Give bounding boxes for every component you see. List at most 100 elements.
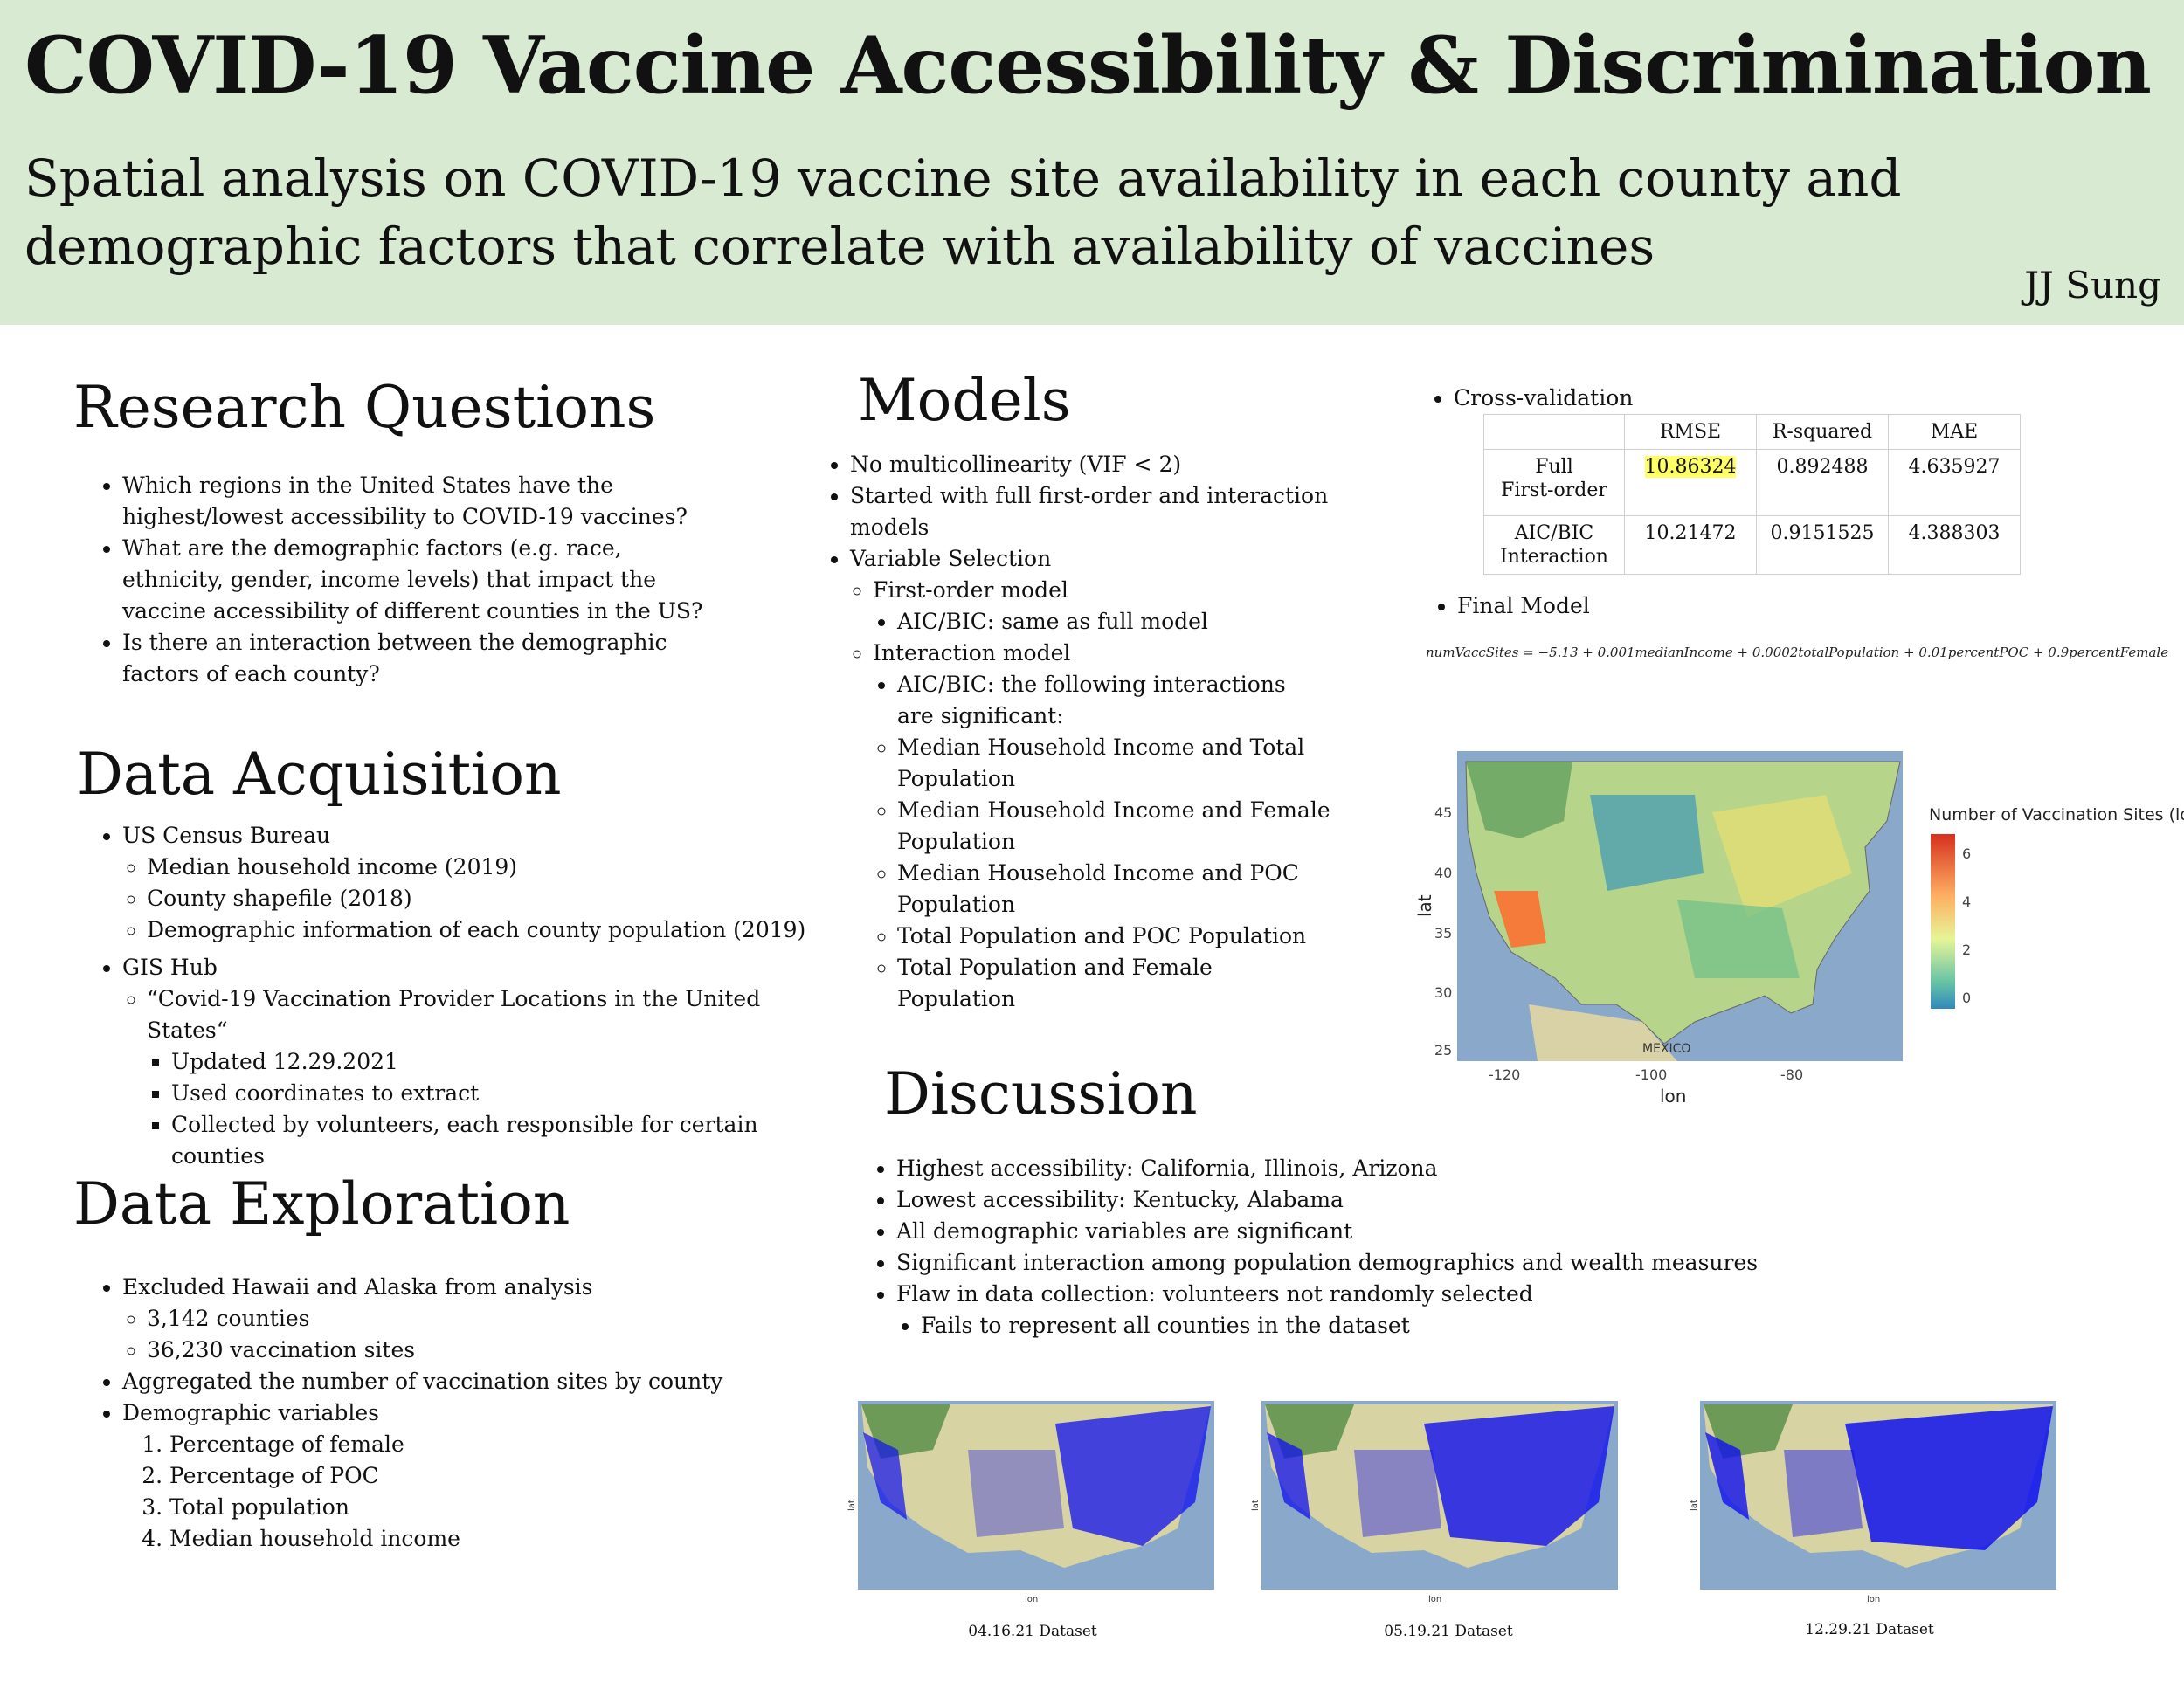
dot-map-1229: lat lon: [1688, 1397, 2065, 1607]
poster-title: COVID-19 Vaccine Accessibility & Discrim…: [24, 19, 2152, 112]
map-caption: 12.29.21 Dataset: [1805, 1621, 1934, 1638]
table-header-cell: RMSE: [1624, 414, 1757, 450]
list-item: Percentage of female: [169, 1429, 797, 1460]
list-item: GIS Hub: [122, 952, 814, 983]
research-questions-title: Research Questions: [73, 374, 656, 441]
model-name: Interaction: [1500, 546, 1608, 568]
data-acquisition-title: Data Acquisition: [77, 741, 562, 808]
dot-map-svg: lat lon: [1251, 1401, 1618, 1604]
list-item: Used coordinates to extract: [171, 1078, 814, 1109]
list-item: Cross-validation: [1454, 383, 1866, 414]
list-item: Median Household Income and POC Populati…: [897, 858, 1334, 921]
list-item: Highest accessibility: California, Illin…: [896, 1153, 1833, 1184]
map-caption: 04.16.21 Dataset: [968, 1623, 1097, 1640]
map-label: MEXICO: [1642, 1042, 1690, 1056]
author-name: JJ Sung: [2024, 264, 2161, 307]
mexico-land: [1529, 1004, 1677, 1061]
data-exploration-list: Excluded Hawaii and Alaska from analysis…: [98, 1272, 797, 1555]
list-item: Excluded Hawaii and Alaska from analysis: [122, 1272, 797, 1303]
models-title: Models: [858, 367, 1071, 434]
y-tick-label: 30: [1434, 984, 1452, 1001]
list-item: Interaction model: [873, 638, 1385, 669]
table-row: Full First-order 10.86324 0.892488 4.635…: [1483, 449, 2021, 516]
y-axis-label: lat: [1690, 1500, 1699, 1511]
y-tick-label: 35: [1434, 925, 1452, 942]
y-tick-label: 40: [1434, 865, 1452, 881]
final-model-equation: numVaccSites = −5.13 + 0.001medianIncome…: [1426, 645, 2169, 660]
list-item: Collected by volunteers, each responsibl…: [171, 1109, 814, 1172]
vaccination-sites-central: [1354, 1450, 1441, 1537]
list-item: Is there an interaction between the demo…: [122, 627, 709, 690]
research-questions-list: Which regions in the United States have …: [98, 470, 709, 690]
table-cell: 4.388303: [1888, 515, 2021, 575]
table-cell: Full First-order: [1483, 449, 1625, 516]
poster-header: COVID-19 Vaccine Accessibility & Discrim…: [0, 0, 2184, 325]
list-item: Demographic information of each county p…: [147, 914, 814, 946]
vaccination-sites-dense: [1424, 1406, 1614, 1546]
list-item: US Census Bureau: [122, 820, 814, 852]
map-region: [1494, 891, 1546, 948]
list-item: Updated 12.29.2021: [171, 1046, 814, 1078]
models-list: No multicollinearity (VIF < 2) Started w…: [826, 449, 1385, 1015]
list-item: County shapefile (2018): [147, 883, 814, 914]
list-item: Total Population and Female Population: [897, 952, 1334, 1015]
vaccination-sites-dense: [1055, 1406, 1211, 1546]
list-item: Flaw in data collection: volunteers not …: [896, 1279, 1833, 1310]
x-axis-label: lon: [1025, 1595, 1038, 1604]
list-item: 36,230 vaccination sites: [147, 1335, 797, 1366]
vaccination-sites-west: [863, 1432, 907, 1520]
cross-validation-label-block: Cross-validation: [1429, 383, 1866, 414]
list-item: AIC/BIC: same as full model: [897, 606, 1385, 638]
map-region: [1590, 795, 1704, 891]
y-tick-label: 25: [1434, 1042, 1452, 1059]
list-item: Started with full first-order and intera…: [850, 480, 1385, 543]
table-cell: 10.86324: [1624, 449, 1757, 516]
x-axis-label: lon: [1660, 1086, 1686, 1107]
model-name: First-order: [1501, 479, 1607, 501]
table-header-cell: [1483, 414, 1625, 450]
vaccination-sites-central: [1784, 1450, 1863, 1537]
vaccination-sites-dense: [1845, 1406, 2053, 1550]
list-item: 3,142 counties: [147, 1303, 797, 1335]
table-cell: 4.635927: [1888, 449, 2021, 516]
vaccination-sites-west: [1267, 1432, 1310, 1520]
map-region: [1712, 795, 1852, 917]
table-cell: 0.9151525: [1756, 515, 1889, 575]
y-axis-label: lat: [1251, 1500, 1261, 1511]
table-header-cell: R-squared: [1756, 414, 1889, 450]
list-item: Median household income: [169, 1523, 797, 1555]
vaccination-sites-central: [968, 1450, 1064, 1537]
list-item: Variable Selection: [850, 543, 1385, 575]
list-item: All demographic variables are significan…: [896, 1216, 1833, 1247]
discussion-list: Highest accessibility: California, Illin…: [872, 1153, 1833, 1342]
legend-tick: 6: [1962, 845, 1971, 862]
y-axis-label: lat: [847, 1500, 857, 1511]
x-tick-label: -120: [1489, 1066, 1520, 1083]
data-acquisition-list: US Census Bureau Median household income…: [98, 820, 814, 1172]
dot-map-0416: lat lon: [846, 1397, 1223, 1607]
table-cell: AIC/BIC Interaction: [1483, 515, 1625, 575]
list-item: What are the demographic factors (e.g. r…: [122, 533, 709, 627]
cross-validation-table: RMSE R-squared MAE Full First-order 10.8…: [1483, 414, 2021, 575]
map-caption: 05.19.21 Dataset: [1384, 1623, 1513, 1640]
list-item: Percentage of POC: [169, 1460, 797, 1492]
dot-map-svg: lat lon: [847, 1401, 1214, 1604]
final-model-label-block: Final Model: [1433, 590, 1782, 622]
table-header-row: RMSE R-squared MAE: [1483, 414, 2021, 450]
legend-tick: 2: [1962, 942, 1971, 958]
subtitle-line: Spatial analysis on COVID-19 vaccine sit…: [24, 148, 1902, 208]
poster-subtitle: Spatial analysis on COVID-19 vaccine sit…: [24, 144, 1946, 280]
dot-map-svg: lat lon: [1690, 1401, 2056, 1604]
list-item: “Covid-19 Vaccination Provider Locations…: [147, 983, 814, 1046]
x-tick-label: -80: [1780, 1066, 1803, 1083]
discussion-title: Discussion: [884, 1060, 1198, 1128]
list-item: Fails to represent all counties in the d…: [921, 1310, 1833, 1342]
list-item: First-order model: [873, 575, 1385, 606]
map-region: [1466, 762, 1572, 838]
model-name: Full: [1535, 456, 1573, 478]
data-exploration-title: Data Exploration: [73, 1170, 570, 1238]
legend-color-bar: [1931, 834, 1955, 1009]
list-item: Total population: [169, 1492, 797, 1523]
list-item: Significant interaction among population…: [896, 1247, 1833, 1279]
y-tick-label: 45: [1434, 804, 1452, 821]
